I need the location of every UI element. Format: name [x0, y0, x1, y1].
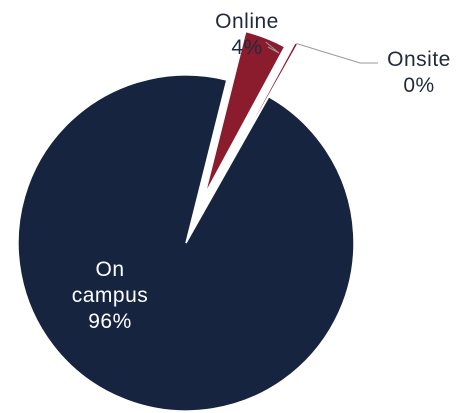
slice-label-onsite: Onsite 0% [387, 48, 451, 97]
leader-lines-layer [265, 41, 378, 64]
slice-label-on-campus: On campus 96% [72, 258, 149, 333]
leader-line-online [265, 41, 280, 54]
labels-layer: On campus 96% Online 4% Onsite 0% [72, 10, 451, 333]
pie-slice-on-campus [17, 74, 355, 412]
slices-layer [17, 30, 355, 412]
slice-label-online: Online 4% [215, 10, 279, 59]
leader-line-onsite [296, 43, 378, 64]
pie-slice-online [204, 30, 286, 195]
